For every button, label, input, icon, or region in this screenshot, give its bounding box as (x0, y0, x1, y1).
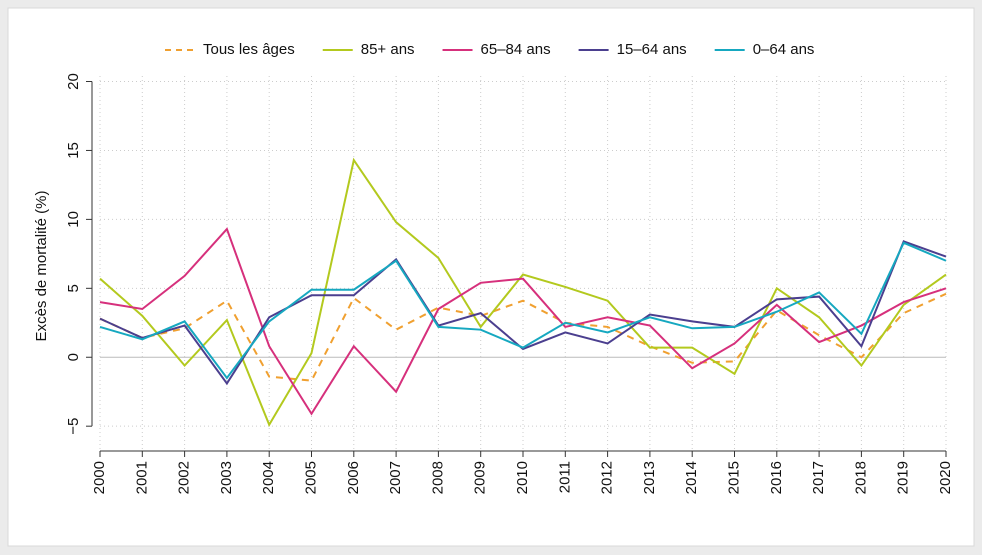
y-axis-label: Excès de mortalité (%) (33, 191, 50, 342)
legend-label: 15–64 ans (617, 41, 687, 58)
x-tick-label: 2002 (176, 461, 193, 494)
series-line (99, 157, 947, 428)
x-tick-label: 2020 (937, 461, 954, 494)
y-tick-label: −5 (65, 418, 82, 435)
series-line (99, 240, 947, 386)
x-tick-label: 2017 (810, 461, 827, 494)
x-tick-label: 2013 (641, 461, 658, 494)
legend-label: 65–84 ans (481, 41, 551, 58)
legend-label: 85+ ans (361, 41, 415, 58)
x-tick-label: 2014 (683, 461, 700, 494)
y-tick-label: 5 (65, 284, 82, 292)
x-tick-label: 2019 (895, 461, 912, 494)
legend-label: Tous les âges (203, 41, 295, 58)
y-tick-label: 0 (65, 353, 82, 361)
x-tick-label: 2006 (345, 461, 362, 494)
series-line (99, 241, 947, 380)
x-tick-label: 2005 (302, 461, 319, 494)
y-tick-label: 20 (65, 73, 82, 90)
legend-label: 0–64 ans (753, 41, 815, 58)
x-tick-label: 2003 (218, 461, 235, 494)
x-tick-label: 2018 (852, 461, 869, 494)
card (7, 7, 975, 547)
y-tick-label: 10 (65, 211, 82, 228)
x-tick-label: 2004 (260, 461, 277, 494)
series-line (99, 227, 947, 416)
series-line (99, 292, 947, 382)
x-tick-label: 2007 (387, 461, 404, 494)
x-tick-label: 2015 (725, 461, 742, 494)
x-tick-label: 2012 (599, 461, 616, 494)
x-tick-label: 2010 (514, 461, 531, 494)
x-tick-label: 2016 (768, 461, 785, 494)
y-tick-label: 15 (65, 142, 82, 159)
x-tick-label: 2000 (91, 461, 108, 494)
x-tick-label: 2008 (429, 461, 446, 494)
x-tick-label: 2009 (472, 461, 489, 494)
x-tick-label: 2011 (556, 461, 573, 493)
x-tick-label: 2001 (133, 461, 150, 494)
